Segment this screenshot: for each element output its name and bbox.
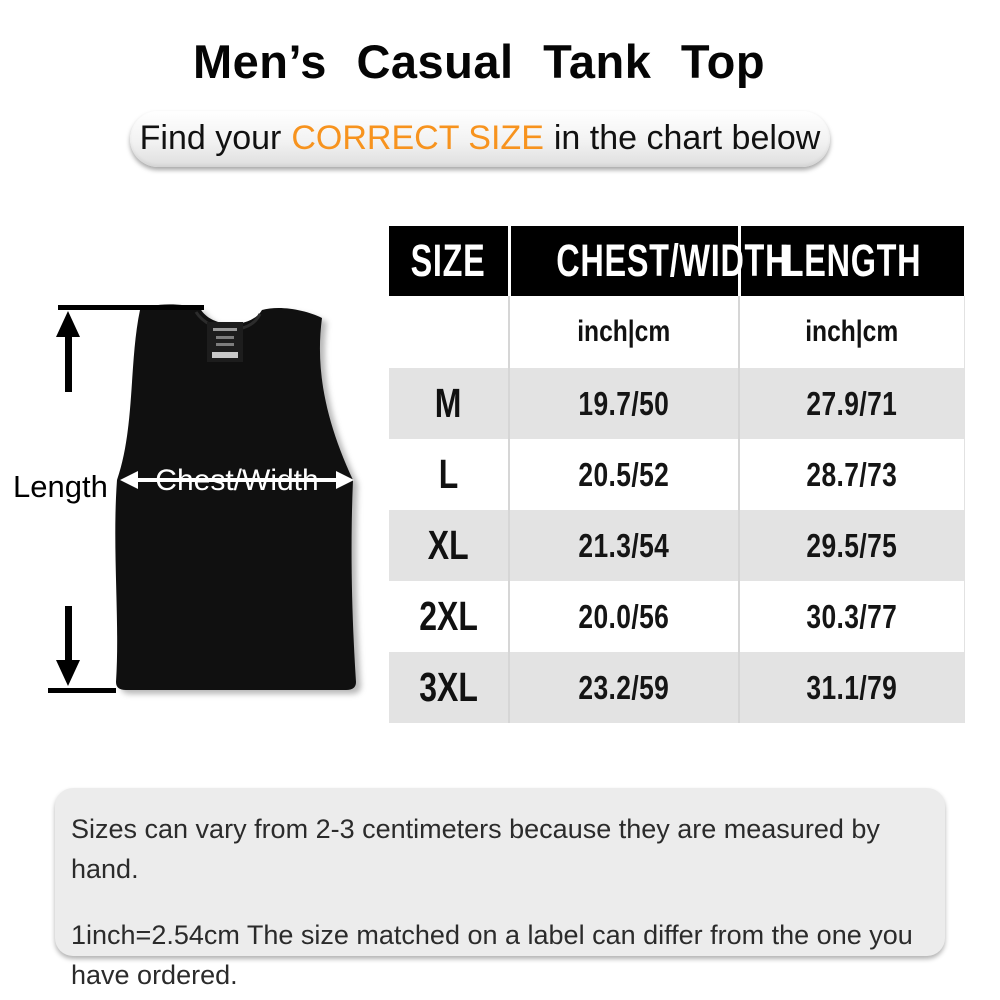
chest-value: 20.0/56 bbox=[578, 597, 670, 635]
units-cell-length: inch|cm bbox=[738, 296, 965, 368]
units-cell-chest: inch|cm bbox=[508, 296, 739, 368]
chest-value: 23.2/59 bbox=[578, 668, 670, 706]
subtitle-prefix: Find your bbox=[139, 119, 282, 157]
length-value: 27.9/71 bbox=[806, 384, 898, 422]
subtitle-highlight: CORRECT SIZE bbox=[291, 119, 544, 157]
size-value: M bbox=[435, 380, 462, 426]
table-row-xl: XL 21.3/54 29.5/75 bbox=[389, 510, 965, 581]
chest-width-label: Chest/Width bbox=[155, 464, 318, 497]
table-row-3xl: 3XL 23.2/59 31.1/79 bbox=[389, 652, 965, 723]
length-value: 31.1/79 bbox=[806, 668, 898, 706]
length-arrow-up-icon bbox=[56, 311, 80, 392]
bottom-tick-line bbox=[48, 688, 116, 693]
size-value: XL bbox=[428, 522, 469, 568]
size-value: 3XL bbox=[419, 664, 478, 710]
table-row-2xl: 2XL 20.0/56 30.3/77 bbox=[389, 581, 965, 652]
tank-top-silhouette bbox=[115, 304, 356, 690]
table-units-row: inch|cm inch|cm bbox=[389, 296, 965, 368]
column-header-chest-width: CHEST/WIDTH bbox=[507, 226, 788, 296]
tank-top-image bbox=[115, 304, 356, 690]
chest-measurement: Chest/Width bbox=[120, 464, 354, 497]
subtitle-banner: Find your CORRECT SIZE in the chart below bbox=[130, 111, 830, 167]
length-arrow-down-icon bbox=[56, 606, 80, 686]
table-header-row: SIZE CHEST/WIDTH LENGTH bbox=[389, 226, 964, 296]
size-value: L bbox=[438, 451, 459, 497]
notes-box: Sizes can vary from 2-3 centimeters beca… bbox=[55, 788, 945, 990]
tank-top-diagram: Chest/Width bbox=[48, 304, 356, 693]
neck-label bbox=[207, 322, 243, 362]
note-line-1: Sizes can vary from 2-3 centimeters beca… bbox=[71, 814, 880, 884]
length-measurement bbox=[48, 305, 204, 693]
column-header-size: SIZE bbox=[389, 226, 509, 296]
note-line-2: 1inch=2.54cm The size matched on a label… bbox=[71, 919, 913, 990]
chest-arrow-right-icon bbox=[336, 471, 354, 489]
length-value: 28.7/73 bbox=[806, 455, 898, 493]
chest-value: 19.7/50 bbox=[578, 384, 670, 422]
subtitle-suffix: in the chart below bbox=[553, 119, 821, 157]
column-header-length: LENGTH bbox=[737, 226, 964, 296]
length-label: Length bbox=[13, 469, 108, 504]
chest-value: 20.5/52 bbox=[578, 455, 670, 493]
chest-value: 21.3/54 bbox=[578, 526, 670, 564]
length-value: 30.3/77 bbox=[806, 597, 898, 635]
length-value: 29.5/75 bbox=[806, 526, 898, 564]
units-cell-empty bbox=[389, 296, 509, 368]
top-tick-line bbox=[58, 305, 204, 310]
chest-arrow-line bbox=[130, 478, 342, 482]
size-chart-table: SIZE CHEST/WIDTH LENGTH inch|cm inch|cm … bbox=[389, 226, 965, 723]
table-row-l: L 20.5/52 28.7/73 bbox=[389, 439, 965, 510]
page-title: Men’s Casual Tank Top bbox=[192, 35, 766, 88]
chest-arrow-left-icon bbox=[120, 471, 138, 489]
table-row-m: M 19.7/50 27.9/71 bbox=[389, 368, 965, 439]
size-value: 2XL bbox=[419, 593, 478, 639]
